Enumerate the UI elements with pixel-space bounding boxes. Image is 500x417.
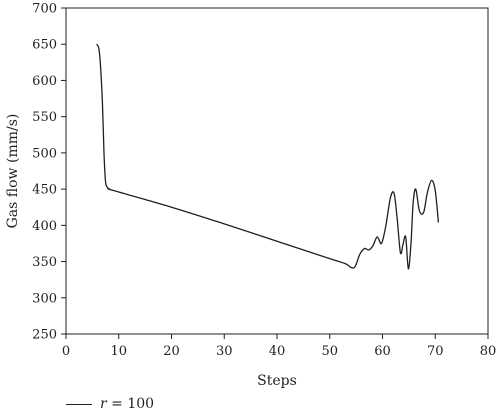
- y-tick-label: 350: [32, 255, 57, 270]
- y-axis-title: Gas flow (mm/s): [5, 114, 21, 229]
- x-tick-label: 10: [110, 344, 127, 359]
- y-axis-ticks: 250 300 350 400 450 500 550 600 650 700: [32, 2, 66, 343]
- legend-label: r = 100: [100, 396, 154, 412]
- y-tick-label: 400: [32, 219, 57, 234]
- y-tick-label: 450: [32, 183, 57, 198]
- plot-frame: [65, 7, 489, 335]
- legend: r = 100: [66, 396, 154, 412]
- legend-line-swatch: [66, 403, 92, 405]
- x-tick-label: 70: [427, 344, 444, 359]
- y-tick-label: 600: [32, 74, 57, 89]
- y-tick-label: 250: [32, 328, 57, 343]
- x-tick-label: 50: [321, 344, 338, 359]
- series-line-r-100: [96, 43, 440, 270]
- legend-value: = 100: [106, 396, 155, 412]
- y-tick-label: 300: [32, 291, 57, 306]
- x-tick-label: 20: [163, 344, 180, 359]
- x-tick-label: 80: [480, 344, 497, 359]
- x-tick-label: 40: [269, 344, 286, 359]
- x-tick-label: 30: [216, 344, 233, 359]
- x-axis-ticks: 0 10 20 30 40 50 60 70 80: [62, 334, 496, 359]
- x-tick-label: 0: [62, 344, 70, 359]
- y-tick-label: 500: [32, 146, 57, 161]
- legend-variable: r: [100, 396, 107, 412]
- x-tick-label: 60: [374, 344, 391, 359]
- y-tick-label: 700: [32, 2, 57, 17]
- y-tick-label: 550: [32, 110, 57, 125]
- y-tick-label: 650: [32, 38, 57, 53]
- x-axis-title: Steps: [257, 373, 297, 389]
